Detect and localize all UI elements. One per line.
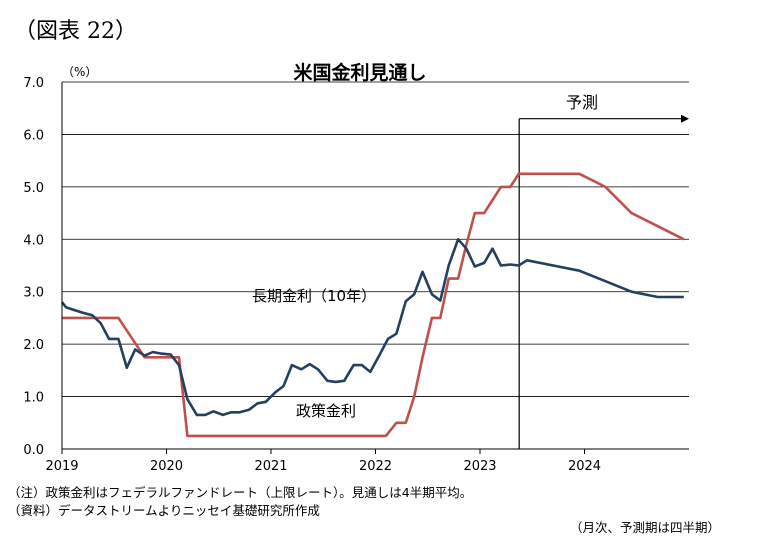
series-label-long-rate: 長期金利（10年） — [252, 287, 376, 305]
series-lines — [60, 172, 685, 438]
y-tick-label: 5.0 — [23, 181, 44, 196]
chart-title: 米国金利見通し — [293, 61, 426, 84]
figure-label: （図表 22） — [14, 19, 137, 44]
y-tick-label: 1.0 — [23, 391, 44, 406]
x-tick-label: 2020 — [150, 459, 183, 474]
x-tick-label: 2023 — [463, 459, 496, 474]
forecast-arrow-head — [681, 114, 689, 123]
x-tick-label: 2024 — [568, 459, 601, 474]
y-tick-label: 3.0 — [23, 286, 44, 301]
series-line-long-rate — [60, 238, 684, 417]
y-tick-label: 4.0 — [23, 233, 44, 248]
y-tick-label: 7.0 — [23, 76, 44, 91]
note-definition: （注）政策金利はフェデラルファンドレート（上限レート）。見通しは4半期平均。 — [8, 485, 472, 500]
forecast-label: 予測 — [566, 93, 598, 112]
y-axis-ticks: 0.0 1.0 2.0 3.0 4.0 5.0 6.0 7.0 — [23, 76, 44, 458]
x-tick-label: 2021 — [254, 459, 287, 474]
note-source: （資料）データストリームよりニッセイ基礎研究所作成 — [8, 503, 320, 518]
y-tick-label: 6.0 — [23, 128, 44, 143]
unit-label: （%） — [62, 65, 97, 79]
x-tick-label: 2019 — [45, 459, 78, 474]
x-axis-ticks: 2019 2020 2021 2022 2023 2024 — [45, 449, 601, 474]
note-frequency: （月次、予測期は四半期） — [570, 520, 720, 535]
series-label-policy-rate: 政策金利 — [296, 402, 356, 420]
y-tick-label: 0.0 — [23, 443, 44, 458]
x-tick-label: 2022 — [359, 459, 392, 474]
y-tick-label: 2.0 — [23, 338, 44, 353]
grid-lines — [62, 81, 689, 397]
series-line-policy-rate — [62, 172, 685, 438]
